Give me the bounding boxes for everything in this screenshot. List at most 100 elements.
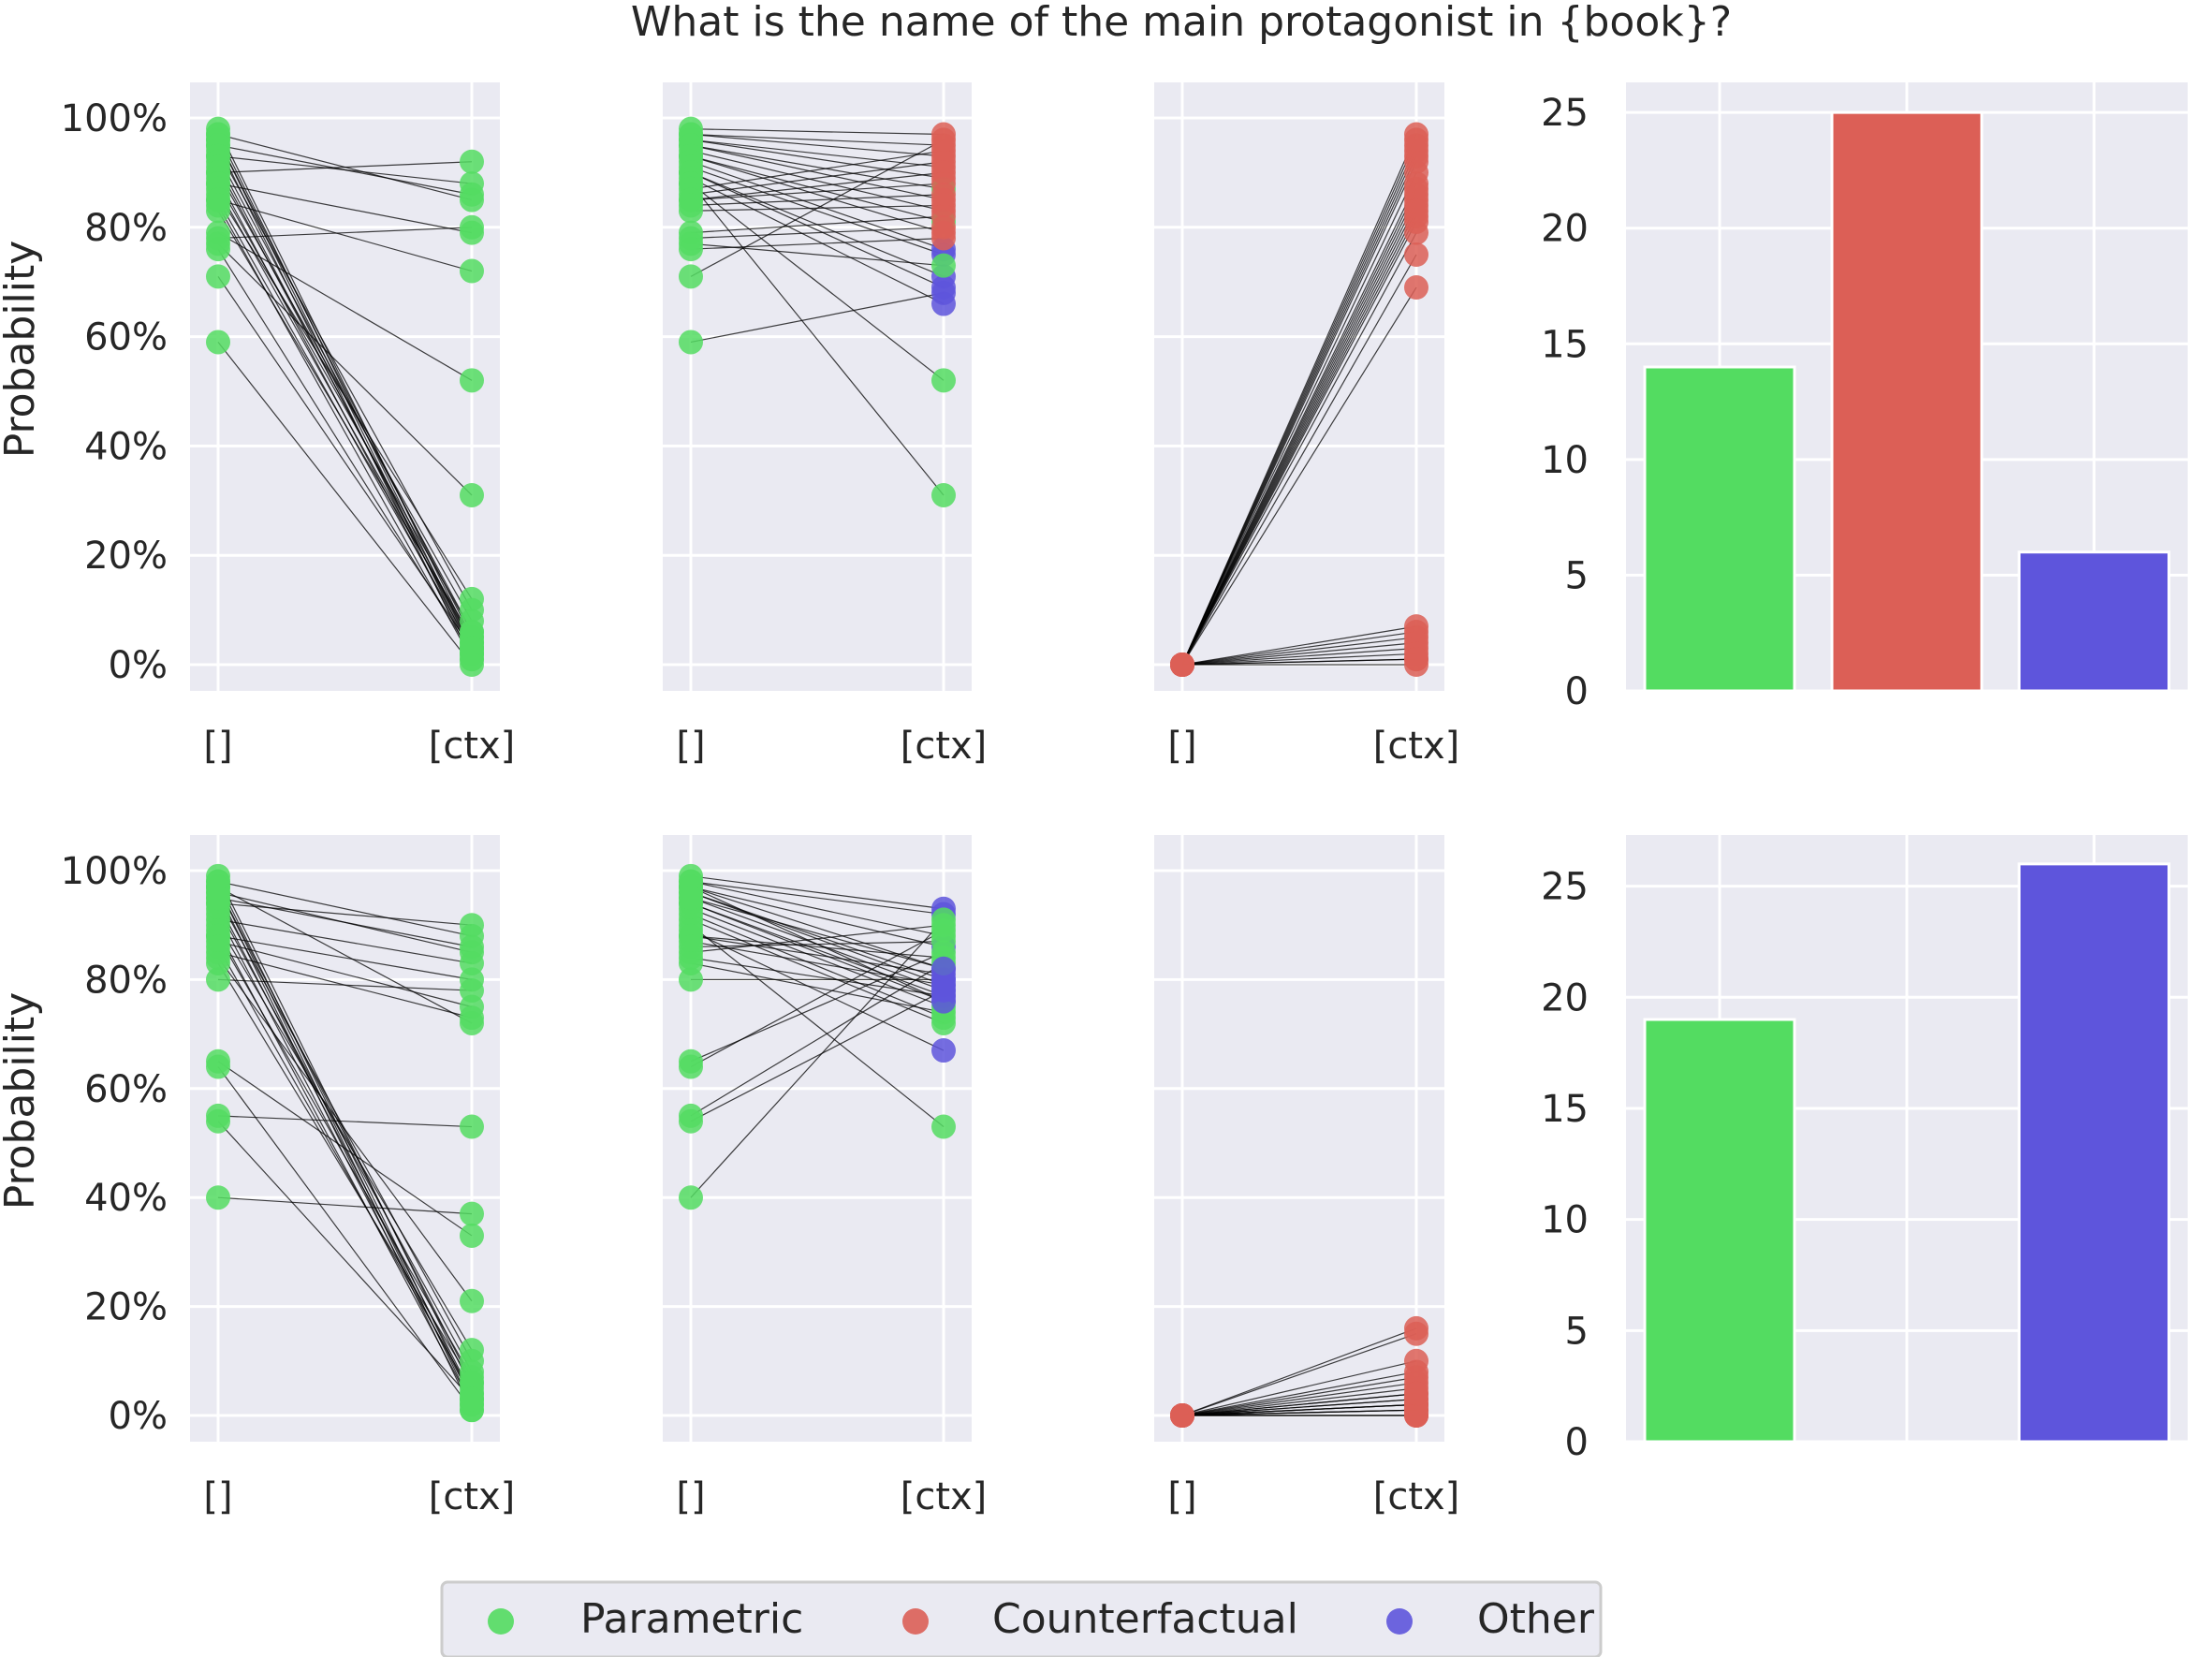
- pair-line: [217, 161, 473, 173]
- pair-line: [217, 962, 473, 1384]
- data-point-left: [206, 967, 230, 992]
- data-point-right: [931, 253, 956, 278]
- pair-line: [690, 990, 945, 1122]
- pair-line: [217, 1196, 473, 1215]
- pair-line: [690, 881, 945, 937]
- data-point-right: [460, 171, 484, 197]
- data-point-right: [460, 1288, 484, 1313]
- x-tick-label: [ctx]: [429, 1475, 516, 1518]
- legend-label-other: Other: [1477, 1595, 1595, 1643]
- pair-line: [690, 935, 945, 975]
- y-tick-label: 0%: [109, 1395, 168, 1438]
- bar-other: [2017, 550, 2171, 693]
- pair-line: [217, 1115, 473, 1128]
- pair-line: [690, 897, 945, 970]
- data-point-right: [931, 482, 956, 507]
- data-point-right: [1404, 275, 1428, 301]
- x-tick-label: [ctx]: [901, 1475, 988, 1518]
- pair-line: [1181, 286, 1417, 666]
- x-tick-label: []: [203, 1475, 232, 1518]
- pair-line: [690, 886, 945, 948]
- pair-line: [690, 891, 945, 980]
- y-tick-label: 0%: [109, 644, 168, 687]
- pair-line: [1181, 1360, 1417, 1416]
- legend-marker-parametric: [488, 1608, 514, 1635]
- pair-line: [1181, 188, 1417, 666]
- pair-line: [690, 133, 945, 157]
- y-tick-label: 15: [1541, 1088, 1589, 1131]
- pair-line: [1181, 232, 1417, 666]
- y-tick-label: 60%: [84, 1068, 168, 1111]
- pair-line: [690, 237, 945, 250]
- pair-line: [217, 276, 473, 649]
- data-point-left: [679, 967, 703, 992]
- data-point-left: [206, 198, 230, 224]
- data-point-right: [931, 956, 956, 981]
- pair-line: [690, 139, 945, 179]
- pair-line: [690, 924, 945, 953]
- x-tick-label: []: [676, 725, 705, 768]
- pair-line: [690, 155, 945, 234]
- pair-line: [217, 924, 473, 1351]
- bar-parametric: [1643, 1018, 1796, 1444]
- x-tick-label: [ctx]: [1373, 725, 1460, 768]
- pair-line: [217, 886, 473, 1024]
- y-axis-label: Probability: [0, 992, 44, 1210]
- pair-line: [1181, 1376, 1417, 1416]
- pair-line: [690, 902, 945, 997]
- pair-line: [690, 292, 945, 344]
- legend-label-counterfactual: Counterfactual: [992, 1595, 1298, 1643]
- x-tick-label: [ctx]: [901, 725, 988, 768]
- panel-row1-col4: 0 5 10 15 20 25: [1541, 82, 2188, 713]
- data-point-right: [1404, 242, 1428, 267]
- panel-row1-col2: [] [ctx]: [663, 82, 987, 768]
- data-point-right: [460, 1114, 484, 1139]
- pair-line: [690, 150, 945, 190]
- pair-line: [690, 930, 945, 1051]
- y-tick-label: 80%: [84, 959, 168, 1002]
- pair-line: [690, 161, 945, 250]
- data-point-left: [679, 1054, 703, 1079]
- pair-line: [690, 914, 945, 1019]
- y-tick-label: 20%: [84, 535, 168, 578]
- pair-line: [217, 881, 473, 937]
- pair-line: [1181, 254, 1417, 666]
- data-point-right: [460, 214, 484, 240]
- y-tick-label: 0: [1565, 1421, 1589, 1464]
- legend-box: [440, 1580, 1603, 1657]
- pair-line: [1181, 1327, 1417, 1416]
- pair-line: [690, 941, 945, 986]
- data-point-right: [460, 934, 484, 960]
- y-tick-label: 25: [1541, 92, 1589, 135]
- data-point-right: [1404, 198, 1428, 224]
- data-point-right: [460, 1386, 484, 1412]
- chart-title: What is the name of the main protagonist…: [631, 0, 1732, 46]
- pair-line: [217, 183, 473, 234]
- data-point-left: [679, 264, 703, 289]
- pair-line: [1181, 150, 1417, 666]
- data-point-right: [460, 1201, 484, 1226]
- data-point-right: [460, 978, 484, 1004]
- pair-line: [217, 342, 473, 666]
- pair-line: [690, 144, 945, 201]
- data-point-right: [460, 368, 484, 393]
- pair-line: [1181, 631, 1417, 666]
- panel-row2-col3: [] [ctx]: [1154, 835, 1459, 1518]
- pair-line: [690, 935, 945, 959]
- data-point-right: [931, 280, 956, 305]
- data-point-left: [1170, 653, 1194, 677]
- pair-line: [1181, 1409, 1417, 1416]
- pair-line: [690, 171, 945, 288]
- y-tick-label: 10: [1541, 439, 1589, 482]
- pair-line: [1181, 625, 1417, 666]
- data-point-left: [206, 237, 230, 262]
- pair-line: [690, 957, 945, 997]
- pair-line: [690, 962, 945, 1013]
- data-point-right: [460, 149, 484, 174]
- pair-line: [690, 951, 945, 1063]
- pair-line: [690, 183, 945, 381]
- data-point-right: [931, 368, 956, 393]
- panels-group: 0%20%40%60%80%100%[] [ctx]Probability[] [c…: [0, 82, 2188, 1518]
- x-tick-label: []: [1167, 1475, 1196, 1518]
